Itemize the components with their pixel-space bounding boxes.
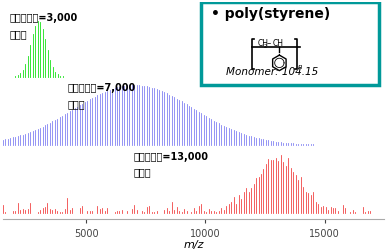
FancyBboxPatch shape (201, 3, 378, 86)
Text: Monomer: 104.15: Monomer: 104.15 (226, 66, 318, 76)
Text: • poly(styrene): • poly(styrene) (211, 7, 330, 21)
X-axis label: m/z: m/z (183, 239, 204, 249)
Text: 평균분자량=3,000: 평균분자량=3,000 (10, 13, 78, 23)
Text: 단분산: 단분산 (10, 28, 27, 39)
Text: 단분산: 단분산 (134, 167, 152, 177)
Text: 평균분자량=7,000: 평균분자량=7,000 (67, 83, 135, 93)
Text: 평균분자량=13,000: 평균분자량=13,000 (134, 151, 209, 161)
Text: 다분산: 다분산 (67, 99, 85, 109)
